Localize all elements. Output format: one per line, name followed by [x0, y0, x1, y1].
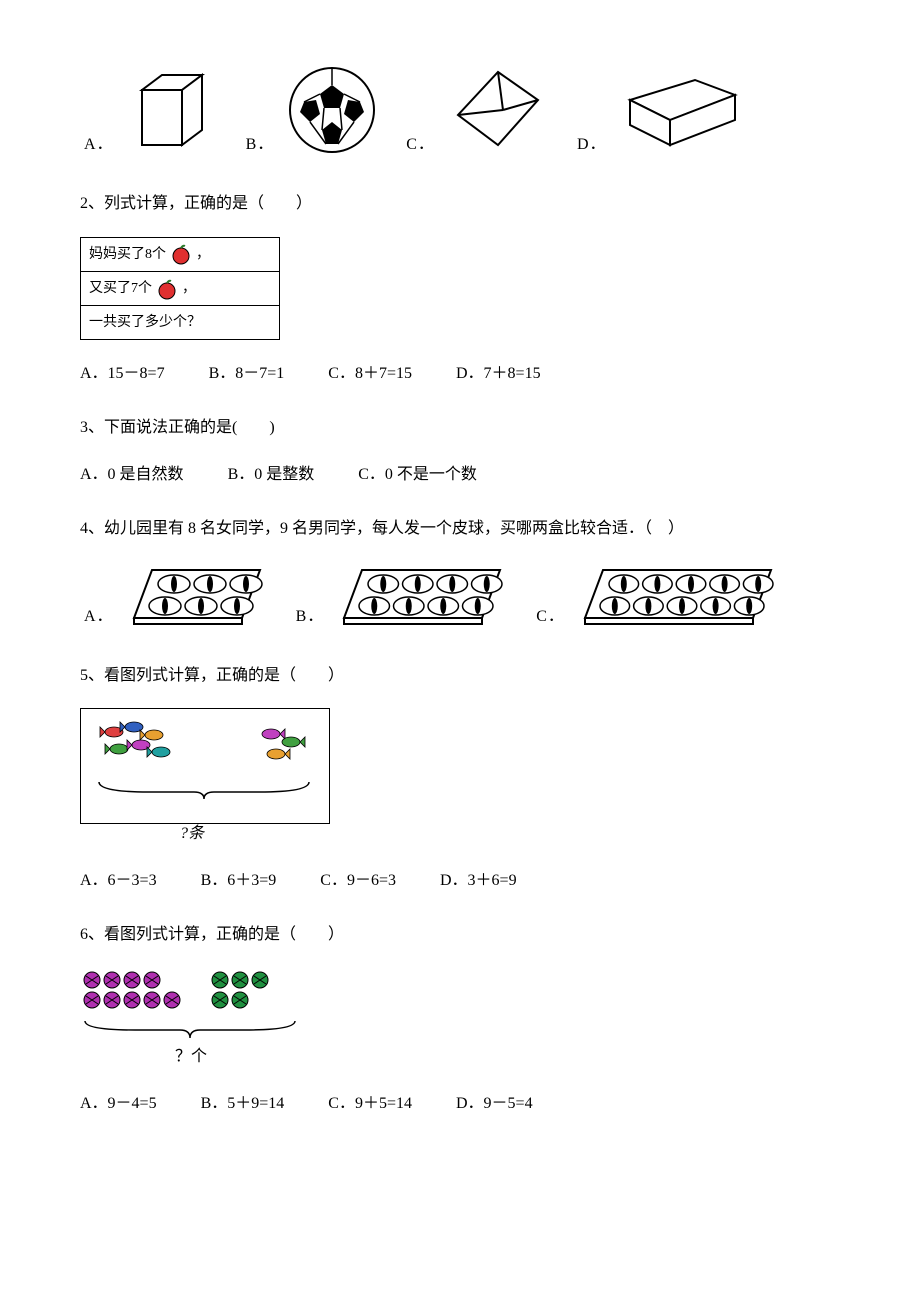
rhombus-icon: [443, 60, 553, 160]
fish-group-left-icon: [89, 717, 199, 777]
q1-option-a-label: A．: [84, 131, 114, 160]
cube-icon: [122, 60, 222, 160]
q5-brace-label: ?条: [180, 820, 840, 849]
q3-option-c: C．0 不是一个数: [358, 466, 477, 483]
q2-row2-comma: ，: [182, 276, 196, 301]
q5-brace: [89, 777, 321, 807]
q6-option-c: C．9＋5=14: [328, 1095, 412, 1112]
q6-option-b: B．5＋9=14: [201, 1095, 285, 1112]
q5-fish-area: [89, 717, 321, 777]
q2-options: A．15－8=7 B．8－7=1 C．8＋7=15 D．7＋8=15: [80, 360, 840, 389]
q5-option-d: D．3＋6=9: [440, 872, 517, 889]
q4-option-c: C．: [532, 562, 783, 632]
q6-option-a: A．9－4=5: [80, 1095, 157, 1112]
q1-options-row: A． B． C． D．: [80, 60, 840, 160]
q6-option-d: D．9－5=4: [456, 1095, 533, 1112]
q1-option-c-label: C．: [406, 131, 435, 160]
ball-tray-3-icon: [122, 562, 272, 632]
q4-option-b: B．: [292, 562, 513, 632]
q1-option-b: B．: [242, 60, 383, 160]
watermelon-balls-icon: [80, 968, 300, 1018]
apple-icon: [170, 243, 192, 265]
q1-option-c: C．: [402, 60, 553, 160]
q2-word-problem-box: 妈妈买了8个 ， 又买了7个 ， 一共买了多少个？: [80, 237, 280, 341]
q3-prompt: 3、下面说法正确的是( ): [80, 414, 840, 443]
q6-balls-area: ？个: [80, 968, 840, 1072]
q3-option-a: A．0 是自然数: [80, 466, 184, 483]
q4-option-a: A．: [80, 562, 272, 632]
q5-prompt: 5、看图列式计算，正确的是（ ）: [80, 662, 840, 691]
q4-options-row: A． B． C．: [80, 562, 840, 632]
q6-brace: [80, 1018, 300, 1043]
q2-box-row-1: 妈妈买了8个 ，: [81, 238, 279, 272]
q2-row3-text: 一共买了多少个？: [89, 310, 201, 335]
q2-box-row-3: 一共买了多少个？: [81, 306, 279, 339]
q2-option-b: B．8－7=1: [209, 365, 285, 382]
q2-row1-text: 妈妈买了8个: [89, 242, 166, 267]
soccer-ball-icon: [282, 60, 382, 160]
q2-prompt: 2、列式计算，正确的是（ ）: [80, 190, 840, 219]
fish-group-right-icon: [251, 722, 321, 772]
q3-option-b: B．0 是整数: [228, 466, 315, 483]
q6-prompt: 6、看图列式计算，正确的是（ ）: [80, 921, 840, 950]
q4-option-b-label: B．: [296, 603, 325, 632]
cuboid-icon: [615, 60, 745, 160]
q2-row2-text: 又买了7个: [89, 276, 152, 301]
q2-option-c: C．8＋7=15: [328, 365, 412, 382]
q2-option-d: D．7＋8=15: [456, 365, 541, 382]
q4-option-c-label: C．: [536, 603, 565, 632]
q2-row1-comma: ，: [196, 242, 210, 267]
q1-option-d: D．: [573, 60, 745, 160]
ball-tray-5-icon: [573, 562, 783, 632]
q5-fish-panel: [80, 708, 330, 824]
q2-box-row-2: 又买了7个 ，: [81, 272, 279, 306]
q5-option-b: B．6＋3=9: [201, 872, 277, 889]
ball-tray-4-icon: [332, 562, 512, 632]
q6-options: A．9－4=5 B．5＋9=14 C．9＋5=14 D．9－5=4: [80, 1090, 840, 1119]
q2-option-a: A．15－8=7: [80, 365, 165, 382]
q3-options: A．0 是自然数 B．0 是整数 C．0 不是一个数: [80, 461, 840, 490]
q5-options: A．6－3=3 B．6＋3=9 C．9－6=3 D．3＋6=9: [80, 867, 840, 896]
apple-icon: [156, 278, 178, 300]
q5-option-c: C．9－6=3: [320, 872, 396, 889]
q4-prompt: 4、幼儿园里有 8 名女同学，9 名男同学，每人发一个皮球，买哪两盒比较合适．（…: [80, 515, 840, 544]
q1-option-d-label: D．: [577, 131, 607, 160]
q5-option-a: A．6－3=3: [80, 872, 157, 889]
q1-option-a: A．: [80, 60, 222, 160]
q4-option-a-label: A．: [84, 603, 114, 632]
q1-option-b-label: B．: [246, 131, 275, 160]
q6-brace-label: ？个: [175, 1043, 840, 1072]
